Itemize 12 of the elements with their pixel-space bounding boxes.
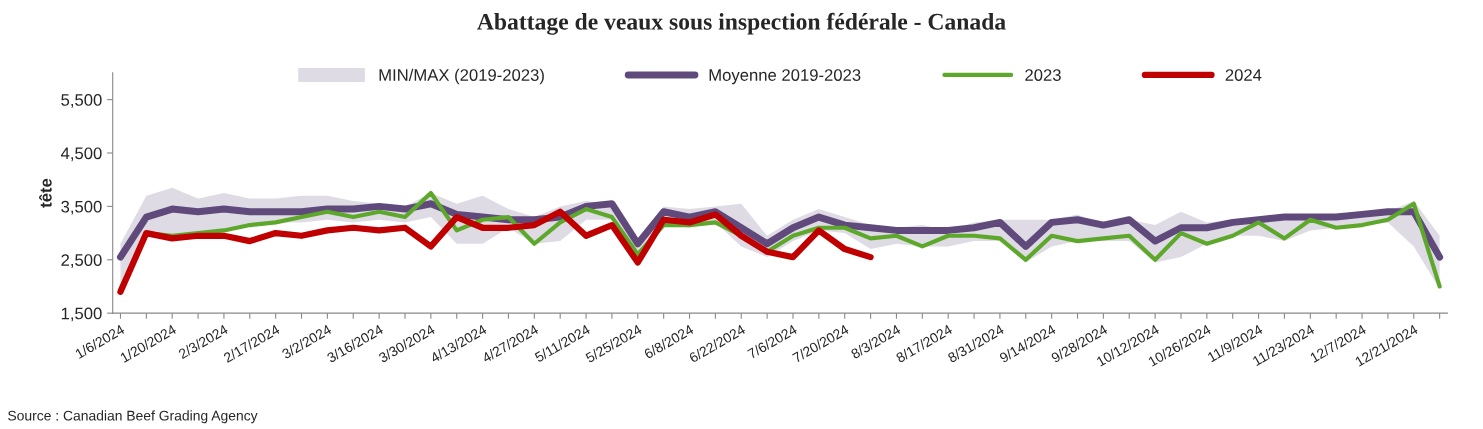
chart-title: Abattage de veaux sous inspection fédérale - Canada [477, 12, 1006, 35]
source-note: Source : Canadian Beef Grading Agency [8, 410, 258, 424]
legend-label: 2023 [1025, 69, 1061, 81]
y-tick-label: 2,500 [61, 254, 102, 268]
y-tick-label: 4,500 [60, 147, 102, 162]
y-tick-label: 5,500 [61, 94, 102, 108]
legend-label: 2024 [1225, 69, 1262, 81]
y-tick-label: 1,500 [61, 307, 102, 322]
y-axis-title: tête [39, 178, 52, 208]
annotation: MIN/MAX (2019-2023) [379, 68, 544, 85]
y-tick-label: 3,500 [61, 200, 102, 215]
legend-label: Moyenne 2019-2023 [709, 69, 861, 85]
